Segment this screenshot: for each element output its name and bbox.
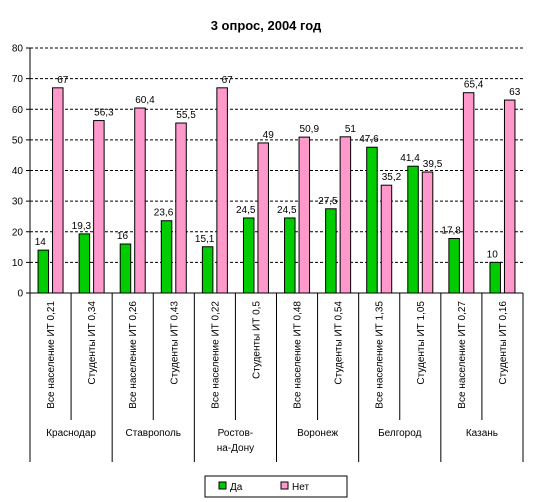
- bar-yes: [78, 233, 91, 294]
- bar-yes: [489, 261, 501, 294]
- bar-no: [503, 99, 516, 294]
- category-label: Все население ИТ 0,27: [457, 301, 468, 409]
- y-tick-label: 80: [12, 44, 24, 55]
- bar-yes: [242, 217, 255, 294]
- group-label: Воронеж: [297, 428, 338, 439]
- category-label: Студенты ИТ 0,54: [334, 301, 345, 385]
- category-label: Все население ИТ 0,21: [46, 301, 57, 409]
- legend-label-no: Нет: [292, 482, 309, 493]
- data-label: 51: [345, 124, 357, 135]
- bar-yes: [119, 243, 132, 294]
- data-label: 24,5: [277, 205, 297, 216]
- group-label-line2: на-Дону: [217, 443, 254, 454]
- data-label: 55,5: [176, 110, 196, 121]
- y-tick-label: 60: [12, 105, 24, 116]
- category-label: Все население ИТ 1,35: [375, 301, 386, 409]
- data-label: 19,3: [72, 221, 92, 232]
- group-label: Ставрополь: [126, 428, 182, 439]
- category-label: Все население ИТ 0,48: [293, 301, 304, 409]
- bar-no: [298, 136, 311, 294]
- group-label: Белгород: [378, 428, 422, 439]
- data-label: 50,9: [300, 124, 320, 135]
- bar-no: [380, 184, 393, 294]
- legend: Да Нет: [204, 475, 348, 498]
- category-label: Студенты ИТ 0,43: [169, 301, 180, 385]
- data-label: 63: [509, 87, 521, 98]
- category-label: Все население ИТ 0,26: [128, 301, 139, 409]
- bar-no: [421, 171, 434, 294]
- bar-yes: [407, 165, 419, 294]
- bar-yes: [160, 220, 173, 294]
- data-label: 15,1: [195, 234, 215, 245]
- bar-yes: [366, 146, 378, 294]
- legend-swatch-yes: [218, 481, 227, 490]
- bar-no: [257, 142, 269, 294]
- bar-no: [216, 87, 228, 294]
- group-label: Казань: [466, 428, 498, 439]
- x-axis: Все население ИТ 0,21 Студенты ИТ 0,34 Все…: [29, 292, 524, 462]
- data-label: 24,5: [236, 205, 256, 216]
- bar-no: [175, 122, 187, 294]
- category-label: Студенты ИТ 0,16: [498, 301, 509, 385]
- bar-yes: [325, 208, 337, 294]
- data-label: 67: [57, 75, 69, 86]
- data-label: 39,5: [423, 159, 443, 170]
- bar-yes: [284, 217, 296, 294]
- data-label: 17,8: [441, 225, 461, 236]
- group-label: Ростов-: [218, 428, 253, 439]
- y-tick-label: 70: [12, 74, 24, 85]
- y-tick-label: 50: [12, 135, 24, 146]
- bar-no: [339, 136, 352, 294]
- bar-no: [93, 120, 105, 294]
- data-label: 23,6: [154, 208, 174, 219]
- y-tick-label: 0: [17, 289, 23, 300]
- category-label: Студенты ИТ 1,05: [416, 301, 427, 385]
- data-label: 65,4: [464, 80, 484, 91]
- data-label: 41,4: [400, 153, 420, 164]
- data-label: 14: [35, 237, 47, 248]
- bar-yes: [448, 237, 460, 294]
- data-label: 60,4: [135, 95, 155, 106]
- y-axis: 0 10 20 30 40 50 60 70 80: [12, 44, 31, 300]
- data-label: 16: [117, 231, 129, 242]
- category-label: Студенты ИТ 0,34: [87, 301, 98, 385]
- legend-swatch-no: [280, 481, 289, 490]
- group-label: Краснодар: [46, 428, 96, 439]
- legend-box: [204, 475, 348, 498]
- y-tick-label: 20: [12, 227, 24, 238]
- data-label: 56,3: [94, 108, 114, 119]
- data-label: 67: [222, 75, 234, 86]
- data-label: 47,6: [359, 134, 379, 145]
- gridlines: [30, 47, 523, 263]
- bar-no: [134, 107, 146, 294]
- y-tick-label: 40: [12, 166, 24, 177]
- bar-yes: [37, 249, 50, 294]
- data-label: 49: [263, 130, 275, 141]
- data-label: 27,5: [318, 196, 338, 207]
- chart-title: 3 опрос, 2004 год: [211, 18, 322, 33]
- y-tick-label: 30: [12, 197, 24, 208]
- bar-yes: [201, 246, 214, 294]
- category-label: Все население ИТ 0,22: [210, 301, 221, 409]
- bar-no: [462, 92, 475, 294]
- legend-label-yes: Да: [230, 482, 243, 493]
- category-label: Студенты ИТ 0,5: [251, 301, 262, 379]
- bar-no: [52, 87, 64, 294]
- data-label: 10: [487, 249, 499, 260]
- data-labels: 14 19,3 16 23,6 15,1 24,5 24,5 27,5 47,6 41,4 17,8…: [35, 75, 521, 261]
- y-tick-label: 10: [12, 258, 24, 269]
- data-label: 35,2: [382, 172, 402, 183]
